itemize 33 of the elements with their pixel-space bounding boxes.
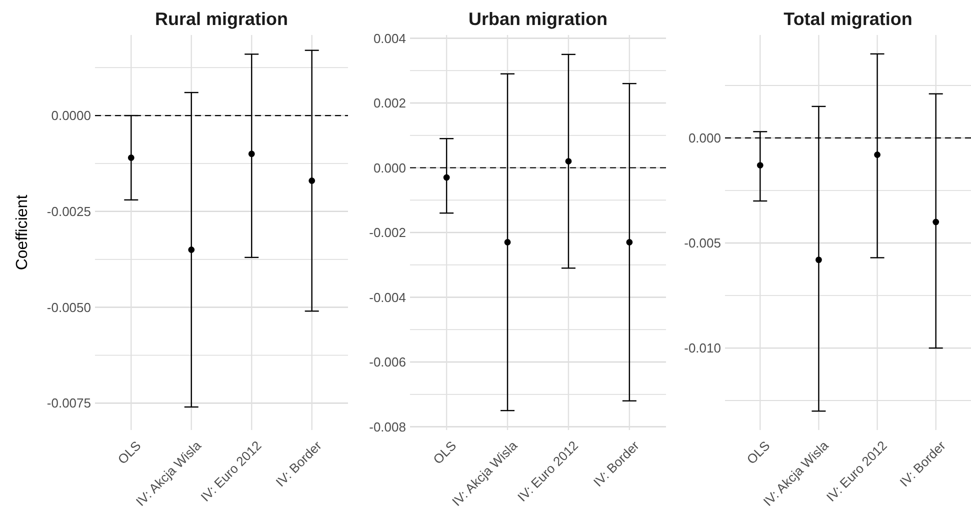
point	[565, 158, 572, 164]
x-tick-label: OLS	[430, 438, 460, 467]
y-axis-title: Coefficient	[14, 194, 31, 270]
y-tick-label: -0.010	[684, 340, 721, 356]
y-tick-label: -0.0050	[46, 300, 91, 315]
point	[874, 152, 880, 158]
point	[504, 239, 511, 246]
chart-title: Urban migration	[468, 9, 608, 29]
y-tick-label: 0.000	[688, 130, 721, 146]
y-tick-label: -0.005	[684, 236, 721, 251]
point	[932, 218, 940, 226]
chart-title: Rural migration	[154, 9, 288, 29]
point	[816, 256, 822, 264]
point	[443, 174, 450, 181]
point	[756, 162, 764, 168]
x-tick-label: OLS	[744, 438, 773, 467]
y-tick-label: -0.006	[369, 354, 406, 370]
chart-title: Total migration	[784, 9, 912, 29]
y-tick-label: 0.004	[373, 30, 406, 46]
point	[308, 178, 316, 184]
y-tick-label: -0.0025	[46, 204, 91, 219]
y-tick-label: 0.000	[373, 160, 406, 176]
point	[188, 246, 195, 253]
y-tick-label: 0.002	[373, 96, 406, 111]
point	[128, 154, 134, 161]
x-tick-label: OLS	[114, 438, 144, 467]
y-tick-label: -0.002	[369, 225, 406, 240]
y-tick-label: -0.004	[369, 290, 406, 305]
point	[248, 150, 255, 158]
y-tick-label: -0.008	[369, 419, 406, 434]
y-tick-label: -0.0075	[46, 396, 91, 411]
y-tick-label: 0.0000	[51, 108, 91, 124]
point	[626, 239, 633, 246]
